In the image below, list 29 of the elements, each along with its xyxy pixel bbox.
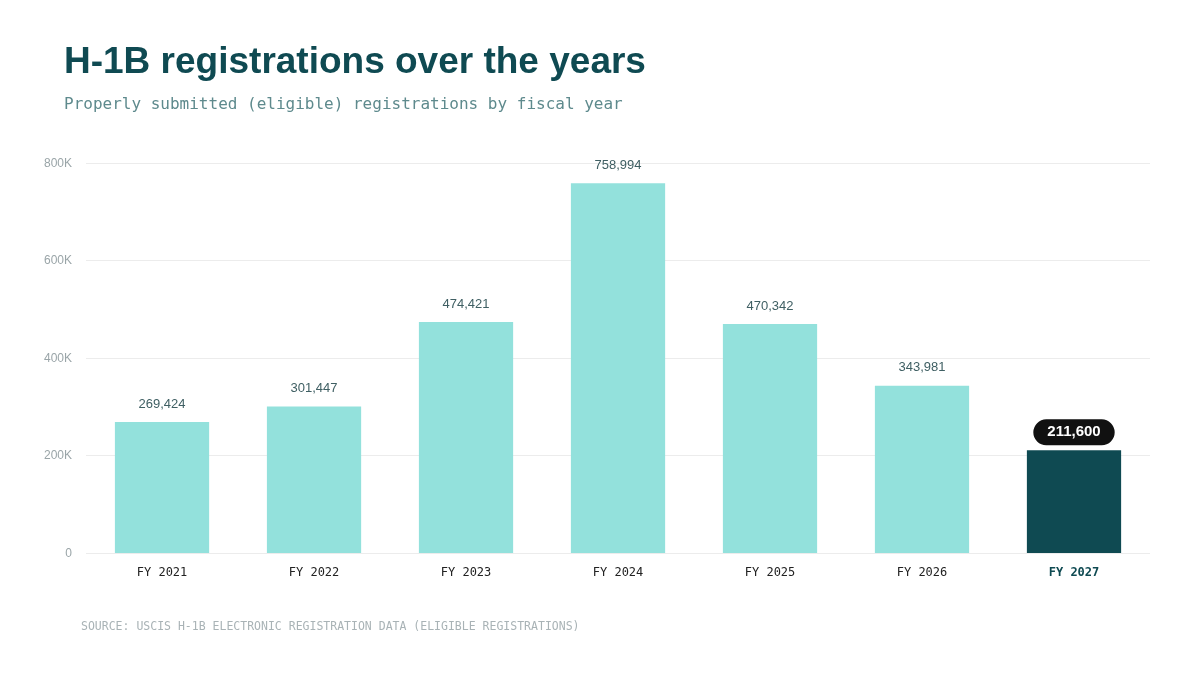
- bar: [266, 406, 362, 554]
- data-label: 301,447: [290, 380, 338, 396]
- y-tick-label: 800K: [43, 155, 73, 170]
- x-tick-label: FY 2025: [744, 564, 796, 579]
- data-label: 269,424: [138, 395, 186, 411]
- source-note: SOURCE: USCIS H-1B ELECTRONIC REGISTRATION DATA (ELIGIBLE REGISTRATIONS): [81, 619, 580, 633]
- y-tick-label: 400K: [43, 350, 73, 365]
- chart-subtitle: Properly submitted (eligible) registrations by fiscal year: [64, 94, 623, 113]
- x-tick-label: FY 2024: [592, 564, 644, 579]
- y-tick-label: 600K: [43, 253, 73, 268]
- chart-title: H-1B registrations over the years: [64, 40, 646, 82]
- bar: [722, 324, 818, 554]
- bar: [570, 183, 666, 554]
- data-label: 474,421: [442, 295, 490, 311]
- y-tick-label: 200K: [43, 448, 73, 463]
- x-tick-label: FY 2027: [1048, 564, 1100, 579]
- bar: [874, 385, 970, 554]
- data-label: 470,342: [746, 297, 794, 313]
- x-tick-label: FY 2021: [136, 564, 188, 579]
- bar: [418, 322, 514, 554]
- y-tick-label: 0: [65, 545, 73, 560]
- x-tick-label: FY 2022: [288, 564, 340, 579]
- data-label: 758,994: [594, 156, 642, 172]
- x-tick-label: FY 2026: [896, 564, 948, 579]
- x-tick-label: FY 2023: [440, 564, 492, 579]
- bar: [114, 422, 210, 554]
- data-label: 211,600: [1047, 422, 1101, 440]
- data-label: 343,981: [898, 359, 946, 375]
- bar: [1026, 450, 1122, 554]
